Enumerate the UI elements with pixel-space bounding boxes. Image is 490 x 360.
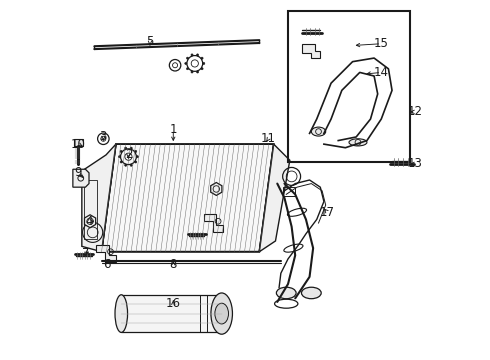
Ellipse shape [115,295,127,332]
Ellipse shape [276,287,296,299]
Bar [84,180,98,239]
Polygon shape [259,144,290,252]
Circle shape [130,164,132,166]
Bar [74,139,82,146]
Ellipse shape [349,139,367,146]
Ellipse shape [311,127,326,136]
Circle shape [124,147,127,149]
Circle shape [203,62,205,64]
Polygon shape [302,44,320,58]
Circle shape [119,156,121,158]
Polygon shape [73,169,89,187]
Text: 9: 9 [74,166,82,179]
Circle shape [201,57,203,59]
Polygon shape [211,183,222,195]
Ellipse shape [211,293,232,334]
Text: 11: 11 [261,132,276,145]
Text: 4: 4 [85,215,93,228]
Bar [122,295,221,332]
Circle shape [187,57,189,59]
Polygon shape [204,214,223,232]
Circle shape [201,68,203,70]
Ellipse shape [215,303,228,324]
Circle shape [196,71,198,73]
Polygon shape [101,144,274,252]
Circle shape [185,62,187,64]
Text: 13: 13 [408,157,423,170]
Circle shape [136,156,139,158]
Text: 7: 7 [82,247,89,260]
Text: 1: 1 [170,123,177,136]
Circle shape [187,68,189,70]
Bar [283,187,295,196]
Circle shape [196,54,198,56]
Text: 6: 6 [103,258,111,271]
Text: 16: 16 [166,297,181,310]
Ellipse shape [301,287,321,299]
Polygon shape [84,215,96,228]
Text: 17: 17 [320,206,335,219]
Text: 15: 15 [374,37,389,50]
Text: 10: 10 [71,138,86,150]
Text: 5: 5 [147,35,154,49]
Text: 2: 2 [124,148,132,161]
Circle shape [191,71,193,73]
Circle shape [124,164,127,166]
Circle shape [120,161,122,163]
Text: 12: 12 [408,105,423,118]
Circle shape [191,54,193,56]
Text: 8: 8 [170,258,177,271]
Circle shape [120,150,122,153]
Polygon shape [96,244,116,262]
Text: 14: 14 [374,66,389,79]
Circle shape [130,147,132,149]
Text: 3: 3 [99,130,107,144]
Polygon shape [82,144,116,252]
Circle shape [135,150,137,153]
Circle shape [135,161,137,163]
Bar [288,12,410,162]
